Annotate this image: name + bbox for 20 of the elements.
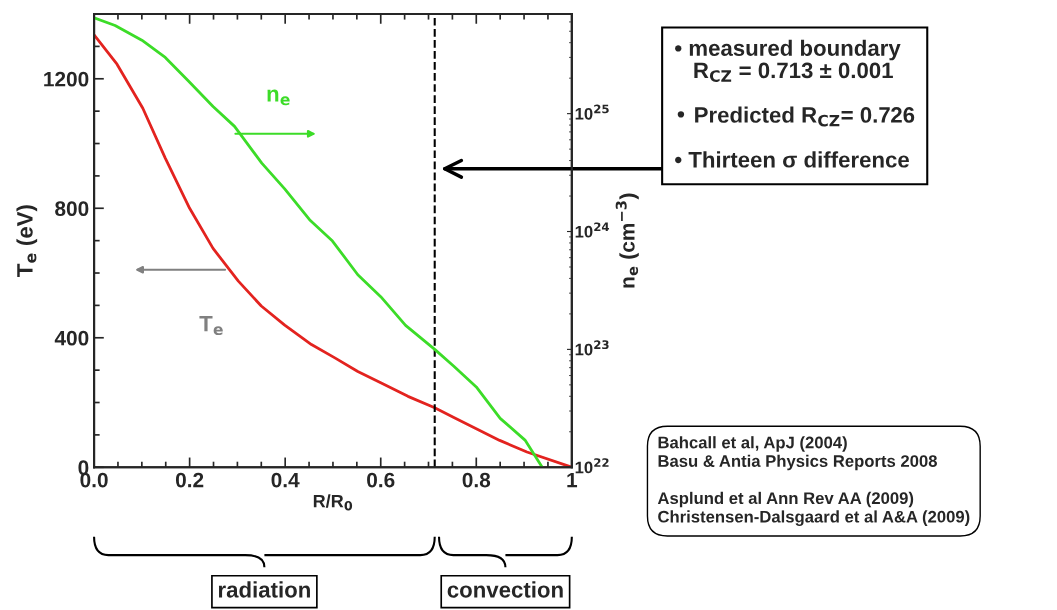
y2-tick-label: 10$^{24}$	[575, 222, 610, 238]
text: • measured boundary R$_{CZ}$ = 0.713 ± 0.001 • Predicted R$_{CZ}$= 0.726 • Thirteen σ difference	[675, 39, 915, 168]
x-tick-label: 0.6	[367, 472, 395, 488]
y2-tick-label: 10$^{22}$	[575, 458, 609, 474]
x-tick-label: 0.4	[271, 472, 300, 488]
x-axis-title: R/R$_{0}$	[313, 494, 353, 511]
y2-axis-title: n$_{e}$ (cm$^{−3}$)	[615, 193, 639, 288]
y-tick-label: 800	[55, 201, 89, 217]
x-tick-label: 0.2	[175, 472, 204, 488]
y2-tick-label: 10$^{25}$	[575, 104, 609, 120]
text: radiation	[218, 581, 310, 598]
y-axis-title: T$_{e}$ (eV)	[16, 205, 38, 277]
y2-tick-label: 10$^{23}$	[575, 340, 609, 356]
annotation: T$_{e}$	[199, 315, 223, 336]
text: convection	[447, 581, 563, 598]
annotation: n$_{e}$	[267, 89, 290, 106]
x-tick-label: 0.8	[462, 472, 491, 488]
y-tick-label: 400	[54, 330, 89, 346]
text: Bahcall et al, ApJ (2004) Basu & Antia Physics Reports 2008 Asplund et al Ann Rev AA (2009) Christensen-Dalsgaard et al A&A (2009)	[657, 436, 970, 526]
y-tick-label: 1200	[44, 71, 89, 87]
